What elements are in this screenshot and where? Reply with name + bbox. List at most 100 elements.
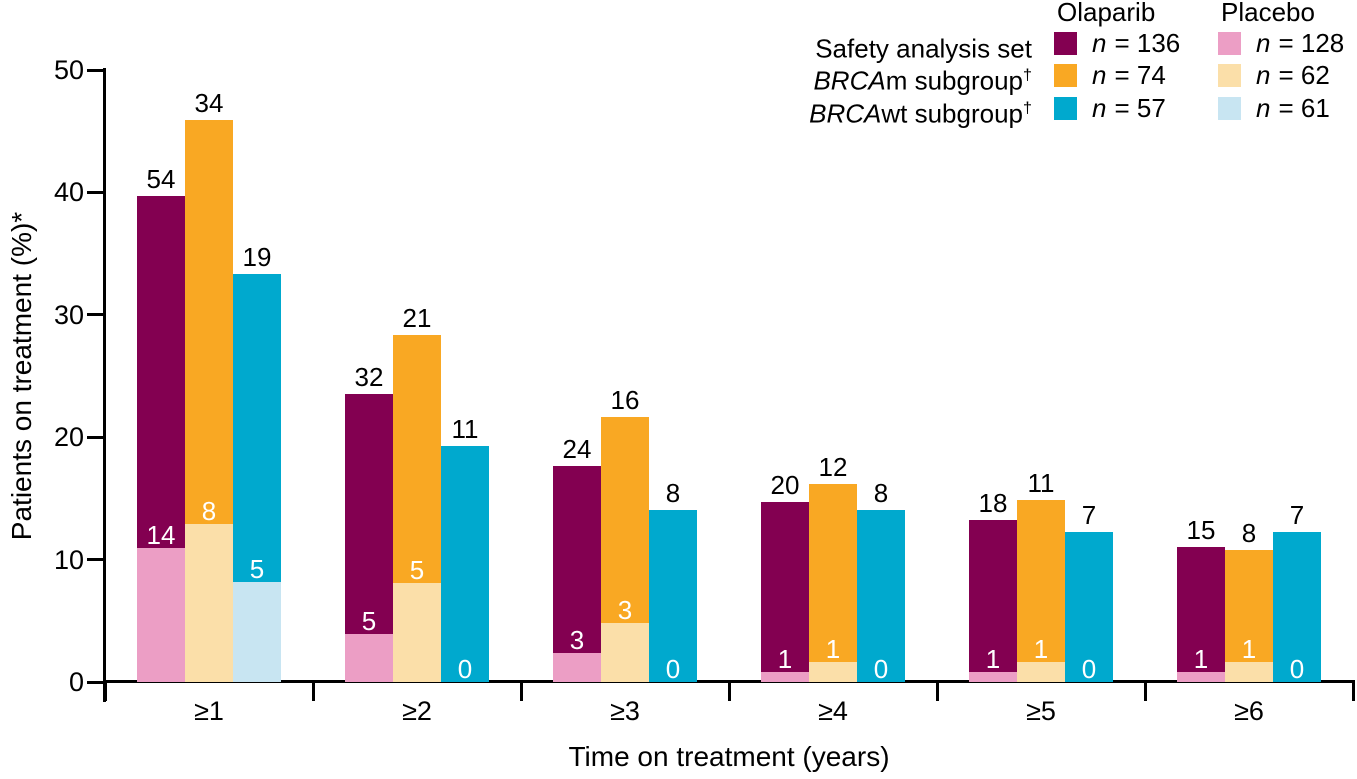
n-value: = 74 bbox=[1114, 60, 1166, 90]
count-label-placebo-brcawt-ge3: 0 bbox=[665, 654, 681, 684]
legend-label-text: wt subgroup bbox=[881, 98, 1024, 129]
legend-n-olaparib-brcawt: n = 57 bbox=[1092, 95, 1166, 122]
n-value: = 62 bbox=[1278, 60, 1330, 90]
bar-olaparib-brcam-ge5 bbox=[1017, 500, 1065, 682]
x-axis-tick bbox=[1143, 681, 1147, 701]
legend-row-label-safety: Safety analysis set bbox=[712, 30, 1032, 63]
y-tick-label: 50 bbox=[53, 55, 84, 85]
y-axis-tick bbox=[87, 190, 105, 194]
count-label-placebo-brcam-ge4: 1 bbox=[825, 634, 841, 665]
bar-placebo-safety-ge6 bbox=[1177, 672, 1225, 682]
bar-olaparib-brcam-ge4 bbox=[809, 483, 857, 682]
count-label-placebo-safety-ge5: 1 bbox=[985, 644, 1001, 675]
count-label-placebo-brcam-ge5: 1 bbox=[1033, 634, 1049, 665]
legend-n-placebo-safety: n = 128 bbox=[1256, 30, 1344, 57]
legend-n-olaparib-safety: n = 136 bbox=[1092, 30, 1180, 57]
count-label-placebo-brcawt-ge2: 0 bbox=[457, 654, 473, 684]
y-axis-title: Patients on treatment (%)* bbox=[6, 211, 37, 541]
n-symbol: n bbox=[1092, 93, 1107, 123]
bar-olaparib-brcawt-ge5 bbox=[1065, 531, 1113, 682]
n-symbol: n bbox=[1256, 28, 1271, 58]
bar-placebo-safety-ge1 bbox=[137, 548, 185, 682]
dagger-superscript: † bbox=[1023, 99, 1032, 117]
x-tick-label: ≥5 bbox=[1026, 696, 1056, 726]
bar-olaparib-brcawt-ge4 bbox=[857, 510, 905, 682]
x-tick-label: ≥3 bbox=[610, 696, 640, 726]
x-tick-label: ≥2 bbox=[402, 696, 432, 726]
y-axis-tick bbox=[87, 313, 105, 317]
n-value: = 61 bbox=[1278, 93, 1330, 123]
n-value: = 136 bbox=[1114, 28, 1181, 58]
count-label-olaparib-brcam-ge1: 34 bbox=[194, 87, 224, 118]
x-axis-tick bbox=[103, 681, 107, 701]
bar-olaparib-safety-ge5 bbox=[969, 520, 1017, 682]
legend-n-olaparib-brcam: n = 74 bbox=[1092, 62, 1166, 89]
bar-placebo-brcam-ge3 bbox=[601, 622, 649, 682]
legend-row-label-brcawt: BRCAwt subgroup† bbox=[712, 95, 1032, 128]
count-label-olaparib-safety-ge5: 18 bbox=[978, 488, 1008, 518]
y-axis-tick bbox=[87, 68, 105, 72]
y-tick-label: 30 bbox=[53, 299, 84, 330]
count-label-placebo-brcawt-ge1: 5 bbox=[249, 553, 265, 584]
count-label-placebo-safety-ge3: 3 bbox=[569, 625, 585, 656]
bar-olaparib-safety-ge6 bbox=[1177, 547, 1225, 682]
y-axis-tick bbox=[87, 558, 105, 562]
n-symbol: n bbox=[1092, 60, 1107, 90]
bar-olaparib-safety-ge3 bbox=[553, 466, 601, 682]
n-symbol: n bbox=[1256, 60, 1271, 90]
count-label-placebo-brcawt-ge4: 0 bbox=[873, 654, 889, 684]
count-label-placebo-safety-ge1: 14 bbox=[146, 520, 176, 551]
count-label-olaparib-safety-ge4: 20 bbox=[770, 470, 800, 500]
count-label-placebo-brcam-ge2: 5 bbox=[409, 555, 425, 586]
bar-placebo-brcam-ge1 bbox=[185, 524, 233, 682]
legend-row-label-brcam: BRCAm subgroup† bbox=[712, 62, 1032, 95]
count-label-olaparib-brcam-ge6: 8 bbox=[1241, 517, 1257, 548]
count-label-olaparib-brcam-ge5: 11 bbox=[1027, 468, 1055, 499]
n-symbol: n bbox=[1092, 28, 1107, 58]
bar-olaparib-brcam-ge6 bbox=[1225, 549, 1273, 682]
count-label-placebo-brcawt-ge6: 0 bbox=[1289, 654, 1305, 684]
bar-olaparib-safety-ge4 bbox=[761, 502, 809, 682]
y-tick-label: 10 bbox=[53, 544, 84, 575]
y-axis-tick bbox=[87, 680, 105, 684]
legend-n-placebo-brcawt: n = 61 bbox=[1256, 95, 1330, 122]
x-axis-tick bbox=[727, 681, 731, 701]
n-symbol: n bbox=[1256, 93, 1271, 123]
x-axis-tick bbox=[1351, 681, 1355, 701]
legend-swatch-placebo-safety bbox=[1218, 32, 1241, 55]
bar-placebo-brcawt-ge1 bbox=[233, 581, 281, 682]
count-label-olaparib-brcawt-ge1: 19 bbox=[242, 242, 272, 272]
bar-placebo-safety-ge2 bbox=[345, 634, 393, 682]
bar-placebo-brcam-ge6 bbox=[1225, 662, 1273, 682]
bar-placebo-brcam-ge5 bbox=[1017, 662, 1065, 682]
x-axis-tick bbox=[311, 681, 315, 701]
count-label-olaparib-brcawt-ge4: 8 bbox=[873, 478, 889, 509]
dagger-superscript: † bbox=[1023, 66, 1032, 84]
n-value: = 128 bbox=[1278, 28, 1345, 58]
x-tick-label: ≥6 bbox=[1234, 696, 1264, 726]
bar-olaparib-brcawt-ge2 bbox=[441, 445, 489, 682]
count-label-olaparib-brcawt-ge3: 8 bbox=[665, 478, 681, 509]
legend-header-olaparib: Olaparib bbox=[1057, 0, 1156, 27]
legend-label-text: Safety analysis set bbox=[815, 33, 1032, 64]
x-axis-title: Time on treatment (years) bbox=[568, 741, 890, 772]
count-label-olaparib-safety-ge1: 54 bbox=[146, 164, 176, 194]
bar-placebo-brcam-ge2 bbox=[393, 583, 441, 682]
count-label-placebo-brcawt-ge5: 0 bbox=[1081, 654, 1097, 684]
count-label-placebo-safety-ge6: 1 bbox=[1193, 644, 1209, 675]
count-label-olaparib-safety-ge3: 24 bbox=[562, 434, 592, 464]
legend-label-italic: BRCA bbox=[813, 65, 886, 96]
count-label-olaparib-brcawt-ge5: 7 bbox=[1081, 499, 1097, 530]
x-axis-tick bbox=[935, 681, 939, 701]
count-label-placebo-brcam-ge1: 8 bbox=[201, 496, 217, 527]
legend-swatch-olaparib-safety bbox=[1054, 32, 1077, 55]
bar-olaparib-safety-ge2 bbox=[345, 394, 393, 682]
legend-header-placebo: Placebo bbox=[1221, 0, 1315, 27]
count-label-olaparib-safety-ge6: 15 bbox=[1186, 515, 1216, 545]
count-label-placebo-brcam-ge6: 1 bbox=[1241, 634, 1257, 665]
y-axis-tick bbox=[87, 435, 105, 439]
bar-placebo-brcam-ge4 bbox=[809, 662, 857, 682]
y-tick-label: 20 bbox=[53, 422, 84, 453]
count-label-olaparib-brcawt-ge2: 11 bbox=[451, 413, 479, 444]
